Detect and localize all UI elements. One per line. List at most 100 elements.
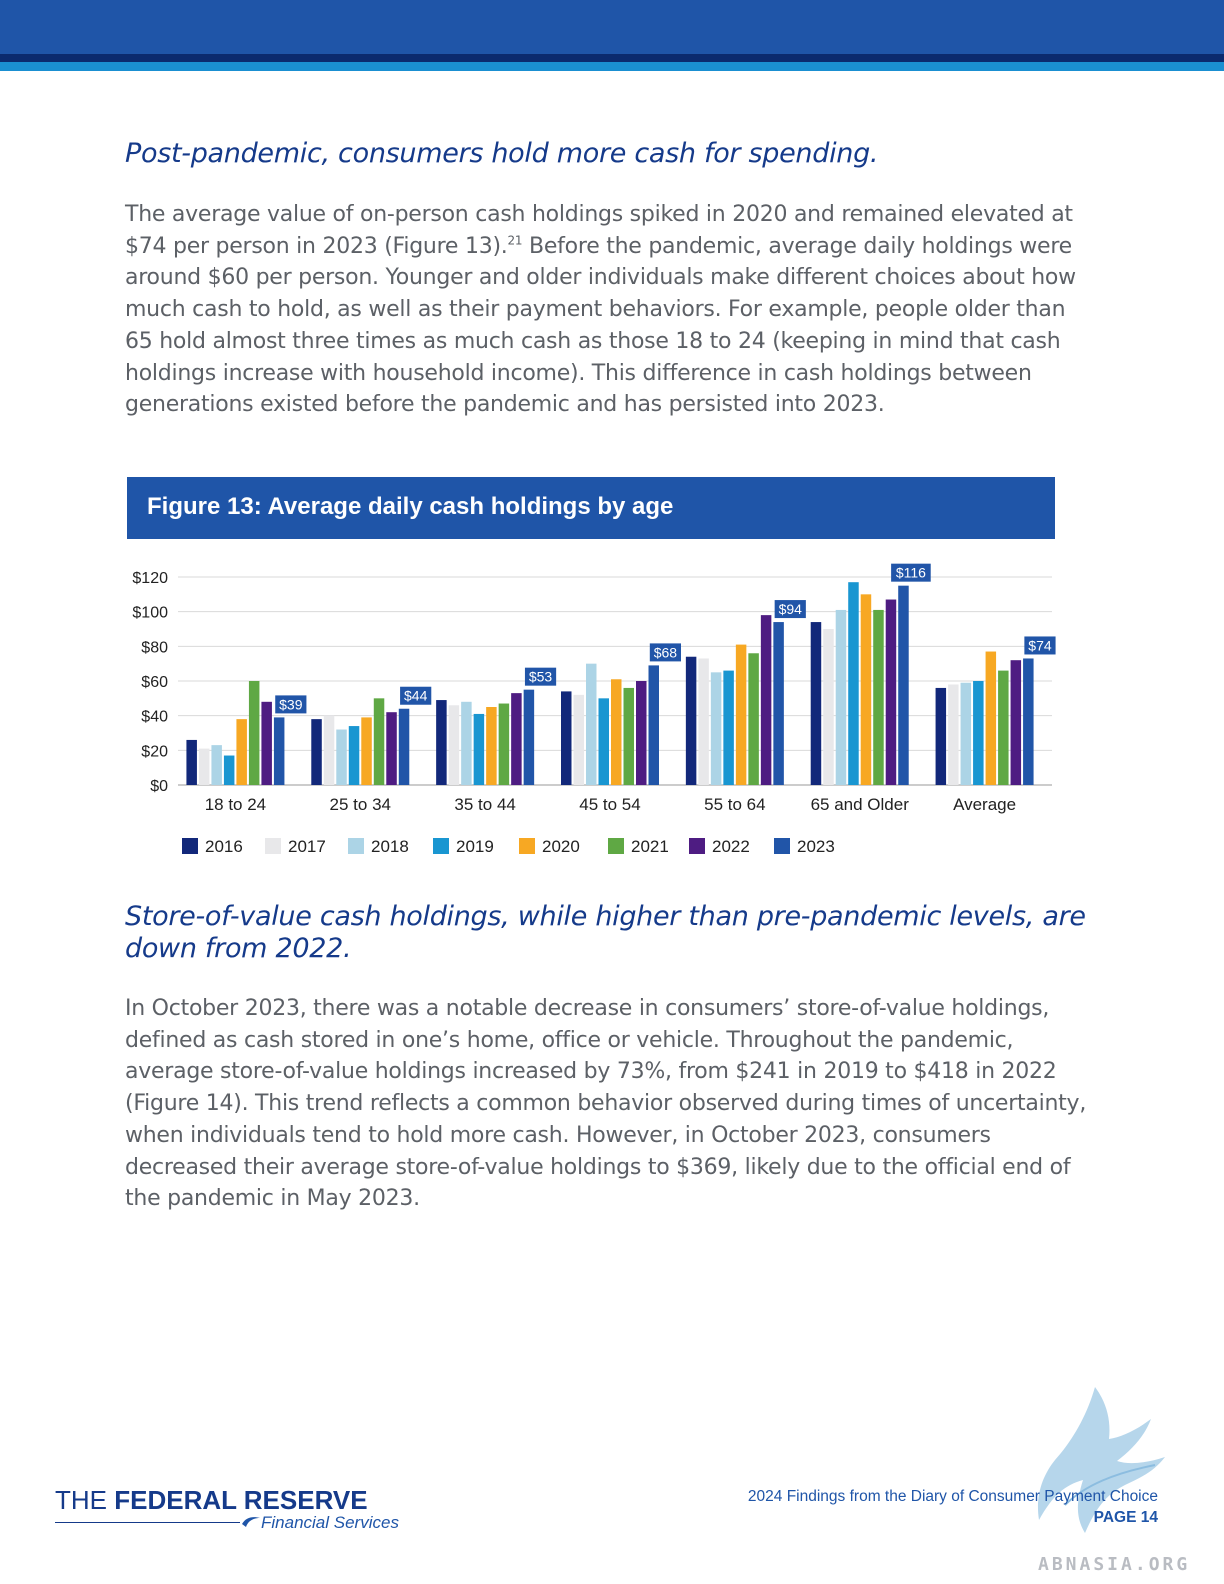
bar — [748, 653, 759, 785]
bar — [523, 689, 535, 785]
bar — [398, 708, 410, 785]
legend-swatch — [433, 838, 449, 854]
bar — [461, 701, 472, 785]
bar — [248, 681, 260, 785]
bar — [311, 719, 322, 785]
paragraph-1-text-cont: Before the pandemic, average daily holdi… — [125, 233, 1076, 418]
bar — [436, 700, 447, 785]
bar — [1010, 660, 1022, 785]
bar — [685, 656, 697, 785]
bar — [498, 703, 510, 785]
bar — [336, 729, 347, 785]
bar — [186, 739, 197, 785]
bar — [773, 622, 784, 785]
watermark: ABNASIA.ORG — [1038, 1554, 1191, 1575]
bar — [598, 698, 609, 785]
bar — [860, 594, 872, 785]
bar — [885, 599, 897, 785]
legend-swatch — [519, 838, 535, 854]
bar — [998, 670, 1009, 785]
bar — [623, 687, 634, 785]
data-label: $44 — [404, 688, 428, 704]
y-tick-label: $0 — [150, 778, 168, 795]
data-label: $74 — [1028, 637, 1052, 653]
y-tick-label: $80 — [141, 639, 168, 656]
report-title: 2024 Findings from the Diary of Consumer… — [747, 1488, 1158, 1505]
bar — [735, 644, 747, 785]
data-label: $53 — [529, 669, 553, 685]
data-label: $39 — [279, 696, 303, 712]
bar — [236, 719, 247, 785]
bar — [823, 629, 834, 785]
x-tick-label: Average — [953, 795, 1016, 814]
legend-swatch — [348, 838, 364, 854]
legend-swatch — [608, 838, 624, 854]
top-banner-stripe-light — [0, 62, 1224, 71]
bar — [835, 609, 847, 785]
bar — [648, 665, 659, 785]
bar — [561, 691, 572, 785]
bar — [223, 755, 235, 785]
page-number: PAGE 14 — [1093, 1509, 1158, 1526]
x-tick-label: 35 to 44 — [454, 795, 515, 814]
data-label-box — [649, 643, 681, 662]
bar — [973, 681, 984, 785]
bar — [586, 663, 597, 785]
bar — [261, 701, 272, 785]
bar — [573, 694, 584, 785]
data-label-box — [891, 563, 931, 582]
bar — [760, 615, 772, 785]
bar — [323, 715, 335, 785]
bar — [198, 748, 210, 785]
bar — [473, 713, 485, 785]
legend-label: 2016 — [205, 837, 243, 856]
y-tick-label: $120 — [132, 570, 168, 587]
data-label-box — [774, 600, 806, 619]
bar — [848, 582, 859, 785]
figure-header: Figure 13: Average daily cash holdings b… — [127, 477, 1055, 539]
bar — [511, 693, 522, 785]
legend-swatch — [182, 838, 198, 854]
bar — [710, 672, 722, 785]
bar — [723, 670, 734, 785]
legend-label: 2022 — [712, 837, 750, 856]
data-label-box — [400, 686, 432, 705]
bar — [361, 717, 372, 785]
bar — [273, 717, 285, 785]
bar — [611, 679, 622, 785]
bar — [373, 698, 385, 785]
top-banner-stripe-dark — [0, 54, 1224, 62]
bar — [873, 609, 884, 785]
logo-rule — [55, 1522, 240, 1523]
legend-label: 2019 — [456, 837, 494, 856]
y-tick-label: $60 — [141, 674, 168, 691]
legend-swatch — [689, 838, 705, 854]
bar — [486, 707, 497, 785]
bar — [348, 726, 360, 785]
paragraph-1-text: The average value of on-person cash hold… — [125, 202, 1073, 259]
bar — [898, 585, 909, 785]
paragraph-1: The average value of on-person cash hold… — [125, 199, 1085, 421]
bar — [810, 622, 822, 785]
federal-reserve-logo[interactable]: THE FEDERAL RESERVE Financial Services — [55, 1485, 415, 1535]
data-label-box — [275, 695, 307, 714]
logo-wordmark: THE FEDERAL RESERVE — [55, 1485, 368, 1516]
bar — [948, 684, 959, 785]
bar — [636, 681, 647, 785]
bar — [935, 687, 947, 785]
eagle-icon — [1037, 1387, 1165, 1533]
legend-swatch — [265, 838, 281, 854]
logo-federal-reserve: FEDERAL RESERVE — [114, 1485, 368, 1515]
bar — [448, 705, 460, 785]
section-heading-1: Post-pandemic, consumers hold more cash … — [125, 138, 879, 169]
x-tick-label: 45 to 54 — [579, 795, 640, 814]
x-tick-label: 18 to 24 — [205, 795, 266, 814]
footnote-ref[interactable]: 21 — [507, 233, 523, 248]
x-tick-label: 65 and Older — [811, 795, 910, 814]
data-label-box — [1024, 636, 1056, 655]
x-tick-label: 55 to 64 — [704, 795, 765, 814]
bar — [1023, 658, 1034, 785]
bar — [698, 658, 709, 785]
bar-chart: $0 $20 $40 $60 $80 $100 $120 $39 18 to 24 $44 25 t… — [132, 563, 1056, 856]
legend-label: 2023 — [797, 837, 835, 856]
